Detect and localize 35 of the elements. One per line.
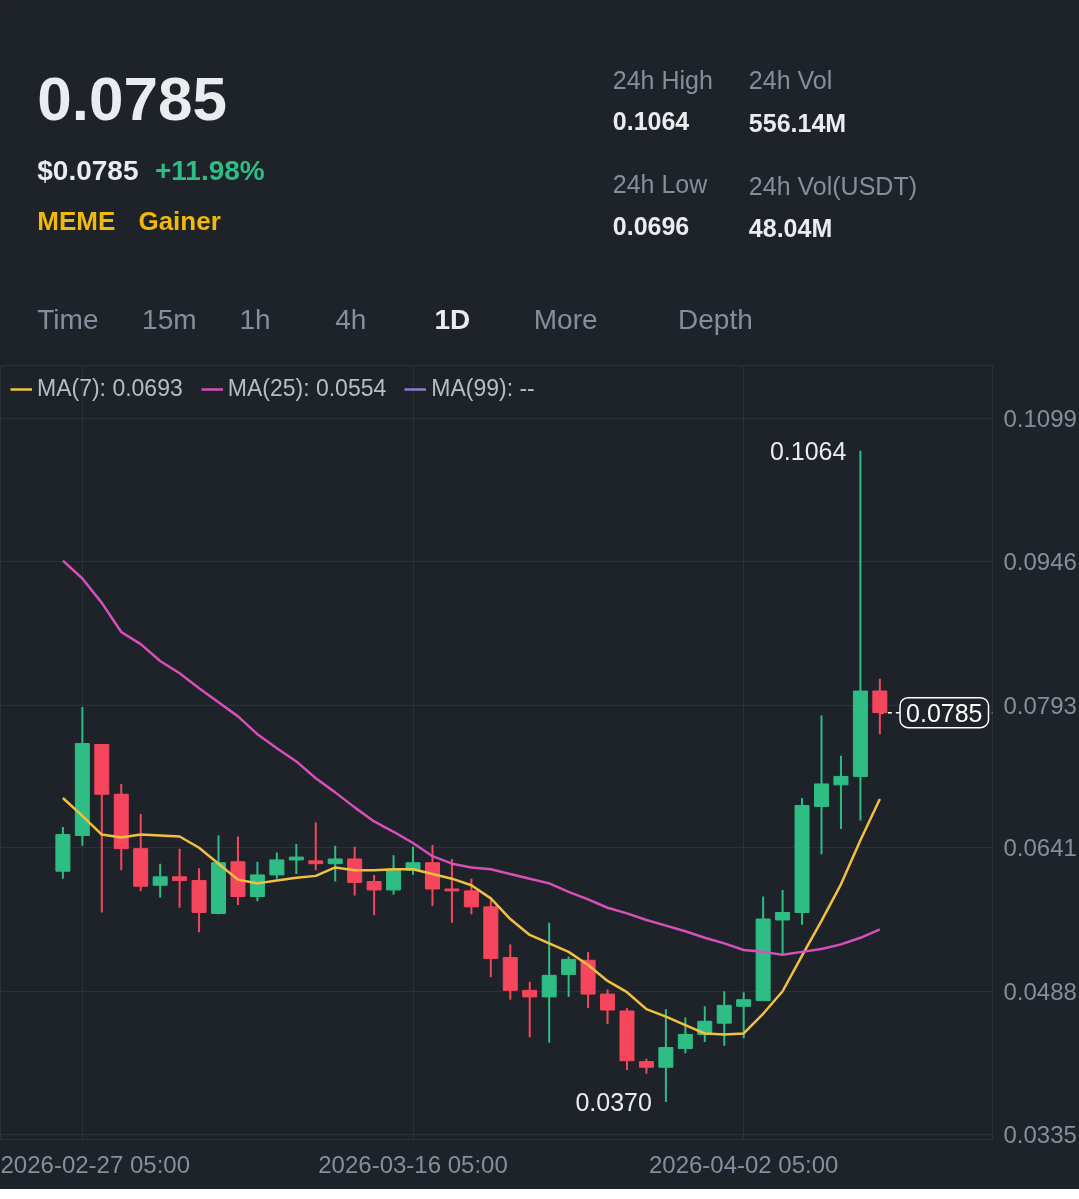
y-tick-label: 0.0793 — [1003, 691, 1077, 719]
text: 1h — [239, 304, 271, 335]
ref-line-label: 0.0785 — [906, 698, 983, 727]
text: 24h Low — [612, 169, 709, 198]
annotation: 0.1064 — [769, 436, 847, 465]
annotation: 0.0370 — [575, 1087, 652, 1116]
text: 0.0696 — [612, 211, 690, 240]
text: 556.14M — [748, 108, 847, 137]
y-tick-label: 0.0946 — [1003, 548, 1077, 576]
text: 0.0785 — [37, 63, 227, 133]
text: $0.0785 — [37, 155, 139, 186]
y-tick-label: 0.1099 — [1003, 404, 1077, 432]
legend-label: MA(25): 0.0554 — [227, 375, 387, 402]
text: 24h Vol — [748, 65, 833, 94]
y-tick-label: 0.0335 — [1003, 1121, 1077, 1149]
text: 48.04M — [748, 213, 833, 242]
y-tick-label: 0.0488 — [1003, 977, 1077, 1005]
x-tick-label: 2026-04-02 05:00 — [648, 1150, 839, 1178]
legend-label: MA(99): -- — [431, 375, 535, 402]
text: 15m — [142, 304, 197, 335]
text: 24h High — [612, 65, 713, 94]
text: More — [533, 304, 598, 335]
y-tick-label: 0.0641 — [1003, 834, 1077, 862]
text: MEME — [37, 205, 116, 236]
text: 1D — [434, 304, 471, 335]
text: 0.1064 — [612, 106, 690, 135]
x-tick-label: 2026-03-16 05:00 — [318, 1150, 508, 1178]
text: 4h — [335, 304, 367, 335]
x-tick-label: 2026-02-27 05:00 — [0, 1150, 190, 1178]
text: Gainer — [138, 205, 221, 236]
text: Time — [37, 304, 99, 335]
text: Depth — [678, 304, 753, 335]
text: 24h Vol(USDT) — [748, 171, 917, 200]
text: +11.98% — [154, 155, 265, 186]
legend-label: MA(7): 0.0693 — [37, 375, 183, 402]
